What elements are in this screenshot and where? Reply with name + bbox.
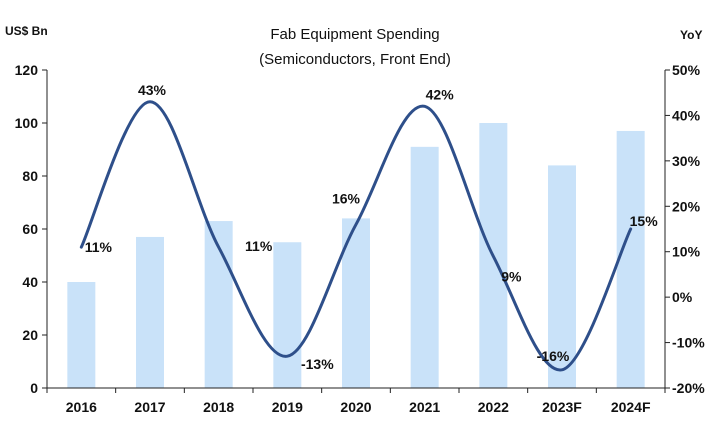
- y-axis-right-tick-label: 10%: [672, 244, 701, 260]
- x-axis-tick-label: 2019: [272, 399, 303, 415]
- x-axis-tick-label: 2021: [409, 399, 440, 415]
- y-axis-right-tick-label: -10%: [672, 335, 705, 351]
- bar-2021: [410, 146, 439, 388]
- y-axis-left-tick-label: 120: [15, 62, 39, 78]
- y-axis-left-tick-label: 80: [22, 168, 38, 184]
- yoy-label-2018: 11%: [245, 238, 273, 254]
- x-axis-tick-label: 2022: [478, 399, 509, 415]
- x-axis-tick-label: 2016: [66, 399, 97, 415]
- y-axis-right-tick-label: 30%: [672, 153, 701, 169]
- y-axis-left-tick-label: 100: [15, 115, 39, 131]
- yoy-label-2016: 11%: [85, 239, 113, 255]
- bar-2016: [67, 282, 96, 388]
- x-axis-ticks: 2016 2017 2018 2019 2020 2021 2022 2023F 2024F: [66, 399, 651, 415]
- yoy-label-2017: 43%: [138, 82, 167, 98]
- bar-2019: [273, 242, 302, 388]
- y-axis-left-unit: US$ Bn: [5, 24, 48, 38]
- yoy-label-2024F: 15%: [630, 213, 659, 229]
- yoy-label-2021: 42%: [426, 86, 455, 102]
- x-axis-tick-label: 2023F: [542, 399, 582, 415]
- y-axis-left-tick-label: 40: [22, 274, 38, 290]
- x-axis-tick-label: 2017: [134, 399, 165, 415]
- bar-series: [67, 123, 645, 388]
- x-axis-tick-label: 2020: [340, 399, 371, 415]
- y-axis-left-tick-label: 0: [30, 380, 38, 396]
- y-axis-right-tick-label: 0%: [672, 289, 693, 305]
- yoy-data-labels: 11% 43% 11% -13% 16% 42% 9% -16% 15%: [85, 82, 659, 372]
- y-axis-left-tick-label: 20: [22, 327, 38, 343]
- bar-2024F: [616, 130, 645, 388]
- bar-2023F: [548, 165, 576, 388]
- yoy-label-2023F: -16%: [537, 348, 570, 364]
- x-axis-tick-label: 2024F: [611, 399, 651, 415]
- yoy-label-2019: -13%: [301, 356, 334, 372]
- y-axis-right-tick-label: 20%: [672, 198, 701, 214]
- y-axis-right-tick-label: -20%: [672, 380, 705, 396]
- yoy-line: [79, 100, 633, 372]
- y-axis-left-ticks: 0 20 40 60 80 100 120: [15, 62, 47, 396]
- y-axis-right-tick-label: 50%: [672, 62, 701, 78]
- yoy-label-2022: 9%: [501, 268, 522, 284]
- x-axis-tick-label: 2018: [203, 399, 234, 415]
- chart-title: Fab Equipment Spending: [270, 26, 439, 43]
- chart-subtitle: (Semiconductors, Front End): [259, 51, 451, 68]
- y-axis-right-ticks: -20% -10% 0% 10% 20% 30% 40% 50%: [665, 62, 705, 396]
- yoy-label-2020: 16%: [332, 190, 361, 206]
- y-axis-left-tick-label: 60: [22, 221, 38, 237]
- y-axis-right-tick-label: 40%: [672, 107, 701, 123]
- bar-2017: [136, 236, 164, 388]
- y-axis-right-unit: YoY: [680, 28, 702, 42]
